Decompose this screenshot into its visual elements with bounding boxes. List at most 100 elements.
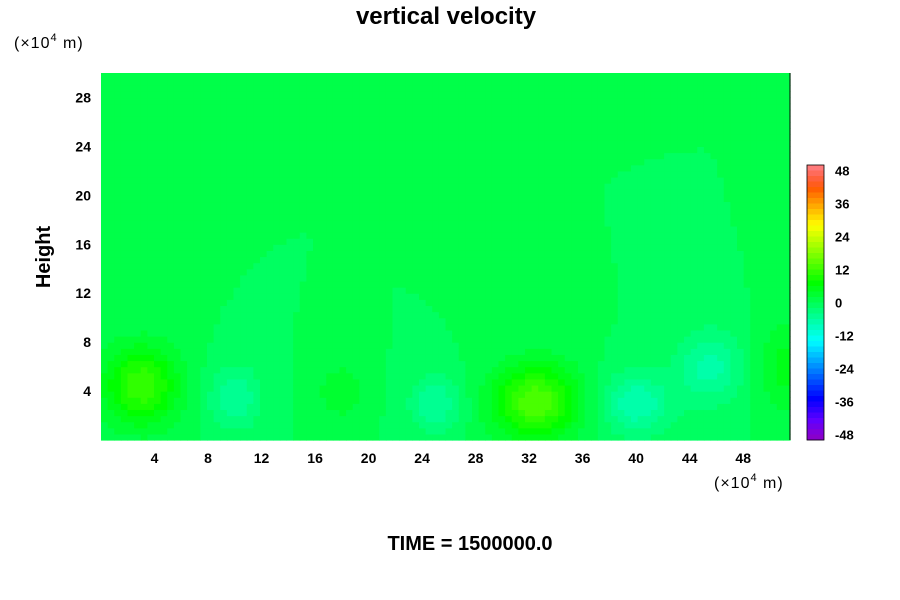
heatmap-cell	[213, 189, 221, 196]
heatmap-cell	[366, 213, 374, 221]
heatmap-cell	[445, 232, 453, 239]
heatmap-cell	[134, 146, 142, 154]
heatmap-cell	[233, 115, 241, 123]
heatmap-cell	[359, 366, 367, 374]
heatmap-cell	[624, 140, 632, 147]
heatmap-cell	[173, 79, 182, 86]
heatmap-cell	[412, 317, 420, 325]
heatmap-cell	[531, 384, 539, 392]
heatmap-cell	[154, 403, 162, 411]
heatmap-cell	[372, 409, 380, 417]
heatmap-cell	[313, 317, 321, 325]
heatmap-cell	[253, 183, 261, 190]
heatmap-cell	[564, 213, 572, 221]
heatmap-cell	[379, 256, 387, 264]
heatmap-cell	[140, 201, 148, 209]
heatmap-cell	[558, 409, 566, 417]
heatmap-cell	[193, 115, 201, 123]
heatmap-cell	[631, 170, 639, 178]
heatmap-cell	[266, 415, 274, 423]
heatmap-cell	[518, 244, 526, 251]
heatmap-cell	[359, 238, 367, 245]
heatmap-cell	[591, 164, 599, 172]
heatmap-cell	[193, 317, 201, 325]
heatmap-cell	[200, 287, 208, 294]
heatmap-cell	[551, 128, 559, 135]
heatmap-cell	[260, 342, 268, 349]
heatmap-cell	[273, 384, 281, 392]
heatmap-cell	[604, 244, 612, 251]
heatmap-cell	[279, 348, 288, 355]
heatmap-cell	[286, 342, 294, 349]
heatmap-cell	[101, 378, 109, 386]
heatmap-cell	[332, 372, 341, 380]
heatmap-cell	[591, 238, 599, 245]
heatmap-cell	[187, 195, 195, 203]
heatmap-cell	[233, 403, 241, 411]
heatmap-cell	[213, 97, 221, 105]
heatmap-cell	[551, 348, 559, 355]
heatmap-cell	[491, 158, 500, 166]
heatmap-cell	[313, 146, 321, 154]
heatmap-cell	[604, 317, 612, 325]
heatmap-cell	[525, 360, 533, 368]
heatmap-cell	[293, 268, 301, 276]
heatmap-cell	[644, 115, 652, 123]
heatmap-cell	[372, 299, 380, 307]
heatmap-cell	[299, 128, 307, 135]
heatmap-cell	[452, 305, 460, 313]
heatmap-cell	[253, 97, 261, 105]
heatmap-cell	[631, 201, 639, 209]
heatmap-cell	[260, 274, 268, 282]
heatmap-cell	[266, 232, 274, 239]
heatmap-cell	[200, 103, 208, 111]
heatmap-cell	[525, 274, 533, 282]
heatmap-cell	[611, 409, 619, 417]
heatmap-cell	[346, 176, 354, 184]
heatmap-cell	[101, 152, 109, 160]
heatmap-cell	[107, 336, 115, 343]
heatmap-cell	[187, 384, 195, 392]
heatmap-cell	[299, 176, 307, 184]
heatmap-cell	[193, 134, 201, 141]
heatmap-cell	[114, 73, 122, 80]
heatmap-cell	[127, 348, 135, 355]
heatmap-cell	[260, 146, 268, 154]
heatmap-cell	[518, 287, 526, 294]
heatmap-cell	[173, 201, 182, 209]
heatmap-cell	[644, 219, 652, 227]
heatmap-cell	[326, 305, 334, 313]
heatmap-cell	[584, 415, 592, 423]
heatmap-cell	[438, 201, 447, 209]
heatmap-cell	[518, 103, 526, 111]
heatmap-cell	[193, 421, 201, 429]
heatmap-cell	[604, 238, 612, 245]
heatmap-cell	[604, 372, 612, 380]
heatmap-cell	[591, 183, 599, 190]
heatmap-cell	[544, 378, 553, 386]
heatmap-cell	[485, 280, 493, 288]
heatmap-cell	[220, 391, 228, 398]
heatmap-cell	[293, 403, 301, 411]
heatmap-cell	[564, 232, 572, 239]
heatmap-cell	[319, 274, 327, 282]
heatmap-cell	[584, 293, 592, 300]
heatmap-cell	[478, 79, 486, 86]
heatmap-cell	[505, 311, 513, 319]
heatmap-cell	[352, 201, 360, 209]
heatmap-cell	[571, 366, 579, 374]
heatmap-cell	[207, 79, 215, 86]
heatmap-cell	[154, 366, 162, 374]
heatmap-cell	[332, 109, 341, 117]
heatmap-cell	[120, 225, 129, 233]
heatmap-cell	[412, 176, 420, 184]
heatmap-cell	[279, 427, 288, 435]
heatmap-cell	[531, 225, 539, 233]
heatmap-cell	[538, 372, 546, 380]
heatmap-cell	[465, 299, 473, 307]
heatmap-cell	[120, 403, 129, 411]
heatmap-cell	[624, 97, 632, 105]
heatmap-cell	[399, 183, 407, 190]
heatmap-cell	[173, 176, 182, 184]
heatmap-cell	[531, 238, 539, 245]
